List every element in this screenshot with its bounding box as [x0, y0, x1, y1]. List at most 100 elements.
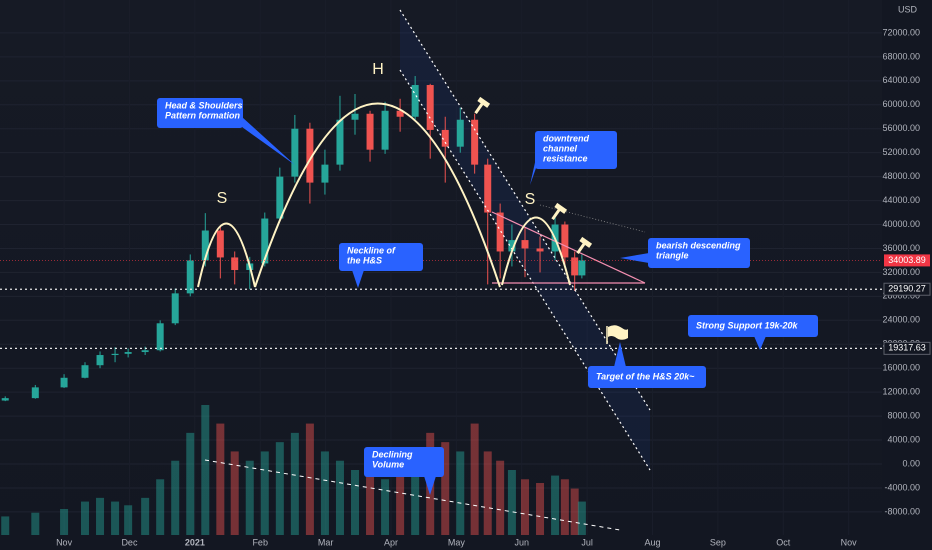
- callout-tail: [620, 253, 649, 263]
- callout-text: resistance: [543, 153, 588, 163]
- volume-bar: [470, 423, 479, 535]
- price-label-box: [884, 254, 930, 267]
- callout-text: triangle: [656, 250, 689, 260]
- volume-bar: [560, 479, 569, 535]
- callout-text: Volume: [372, 459, 404, 469]
- price-label: 19317.63: [888, 343, 926, 353]
- x-tick-label: Jul: [581, 537, 593, 547]
- volume-bar: [536, 483, 545, 535]
- candles: [1, 76, 586, 402]
- axes: -8000.00 -4000.00 0.00 4000.00 8000.00 12000.…: [56, 27, 931, 547]
- candle-body: [141, 350, 149, 353]
- y-tick-label: 32000.00: [882, 267, 920, 277]
- volume-bar: [171, 460, 180, 535]
- volume-bar: [230, 451, 239, 535]
- candle-body: [201, 230, 209, 261]
- currency-label: USD: [898, 4, 918, 14]
- volume-bar: [551, 475, 560, 535]
- volume-bar: [366, 464, 375, 535]
- candle-body: [111, 353, 119, 356]
- candle-body: [484, 164, 492, 213]
- candle-body: [171, 293, 179, 324]
- candle-body: [231, 257, 239, 271]
- y-tick-label: 0.00: [902, 458, 920, 468]
- callout-text: the H&S: [347, 255, 382, 265]
- y-tick-label: 44000.00: [882, 195, 920, 205]
- head-arc: [254, 102, 501, 288]
- y-tick-label: 52000.00: [882, 147, 920, 157]
- callout-text: Declining: [372, 449, 413, 459]
- candle-body: [31, 387, 39, 399]
- volume-bar: [260, 451, 269, 535]
- callout-text: Head & Shoulders: [165, 100, 243, 110]
- y-tick-label: 64000.00: [882, 75, 920, 85]
- volume-bar: [290, 432, 299, 535]
- callout-text: Strong Support 19k-20k: [696, 320, 799, 330]
- volume-bar: [1, 516, 10, 535]
- candle-body: [186, 260, 194, 294]
- volume-bar: [305, 423, 314, 535]
- volume: [1, 405, 586, 535]
- callout-box: [535, 131, 617, 169]
- volume-bar: [456, 451, 465, 535]
- grid: [0, 32, 882, 513]
- resistance-icons: [474, 96, 593, 255]
- callout-box: [688, 315, 818, 337]
- candle-body: [81, 365, 89, 378]
- candle-body: [60, 377, 68, 388]
- volume-bar: [124, 505, 133, 535]
- candle-body: [336, 119, 344, 165]
- callout-tail: [530, 158, 536, 185]
- callout-box: [648, 238, 750, 268]
- candle-body: [306, 128, 314, 183]
- volume-bar: [186, 432, 195, 535]
- x-tick-label: Dec: [121, 537, 138, 547]
- volume-bar: [80, 501, 89, 535]
- callout-tail: [614, 342, 626, 367]
- volume-bar: [245, 460, 254, 535]
- price-label-box: [883, 282, 931, 296]
- y-tick-label: 12000.00: [882, 387, 920, 397]
- price-label-box: [883, 341, 931, 355]
- candle-body: [496, 212, 504, 252]
- flag-icon: [606, 325, 628, 344]
- x-tick-label: Sep: [710, 537, 726, 547]
- x-tick-label: Nov: [56, 537, 73, 547]
- volume-bar: [111, 501, 120, 535]
- volume-bar: [570, 488, 579, 535]
- candle-body: [96, 355, 104, 366]
- x-tick-label: Aug: [644, 537, 660, 547]
- volume-bar: [496, 460, 505, 535]
- candle-body: [396, 110, 404, 117]
- time-axis: [0, 535, 932, 550]
- candle-body: [291, 128, 299, 177]
- callout-text: downtrend: [543, 133, 589, 143]
- callout-tail: [424, 476, 436, 495]
- channel-lower: [399, 69, 651, 471]
- y-tick-label: 8000.00: [887, 410, 920, 420]
- pattern-label: S: [217, 190, 228, 207]
- price-axis: [882, 0, 932, 535]
- volume-bar: [351, 470, 360, 535]
- callout-text: Target of the H&S 20k~: [596, 371, 695, 381]
- volume-bar: [577, 501, 586, 535]
- right-shoulder-arc: [501, 216, 571, 286]
- candle-body: [366, 113, 374, 150]
- y-tick-label: 36000.00: [882, 243, 920, 253]
- y-tick-label: 28000.00: [882, 291, 920, 301]
- volume-bar: [396, 475, 405, 535]
- callout-text: channel: [543, 143, 578, 153]
- volume-bar: [335, 460, 344, 535]
- candle-body: [536, 248, 544, 252]
- callout-text: Neckline of: [347, 245, 396, 255]
- x-tick-label: Nov: [841, 537, 858, 547]
- volume-bar: [507, 470, 516, 535]
- volume-bar: [201, 405, 210, 535]
- candle-body: [471, 119, 479, 165]
- volume-bar: [96, 497, 105, 535]
- x-tick-label: Jun: [514, 537, 529, 547]
- triangle-guide: [539, 204, 646, 233]
- candle-body: [571, 257, 579, 276]
